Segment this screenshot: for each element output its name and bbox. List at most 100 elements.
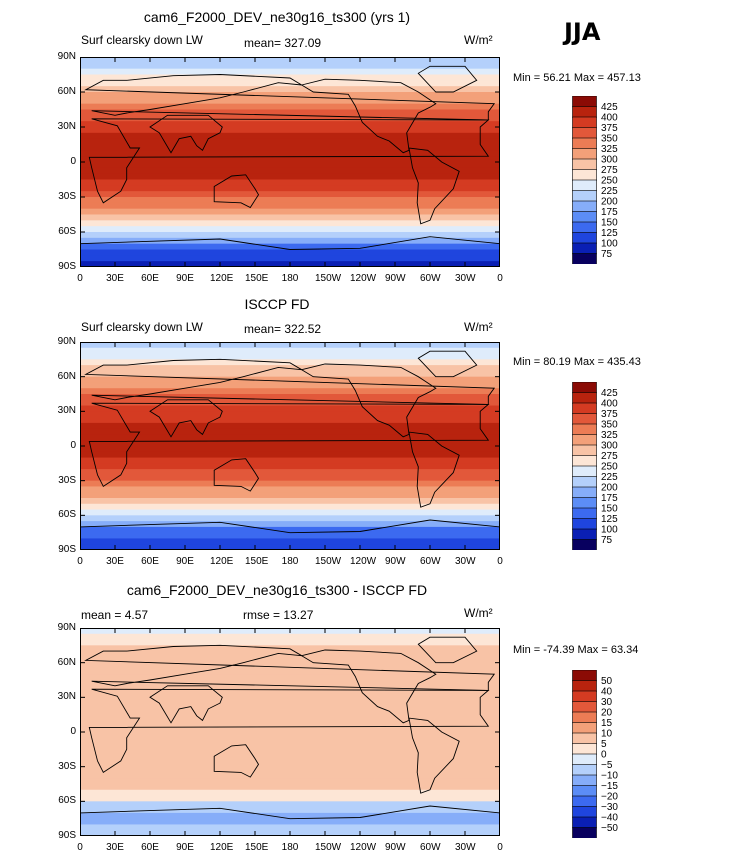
lat-band-cell <box>80 68 500 76</box>
lat-band-cell <box>80 370 500 378</box>
x-tick-label: 90W <box>385 556 406 567</box>
lat-band-cell <box>80 138 500 146</box>
tick-marks <box>80 342 500 550</box>
x-tick-label: 0 <box>77 273 83 284</box>
season-label: JJA <box>564 18 601 46</box>
panel-3-rmse-text: rmse = 13.27 <box>243 608 314 622</box>
x-tick-label: 120W <box>350 273 377 284</box>
colorbar-swatch <box>572 743 597 755</box>
x-tick-label: 30E <box>106 842 124 853</box>
x-tick-label: 150W <box>315 556 342 567</box>
colorbar-swatch <box>572 711 597 724</box>
lat-band-cell <box>80 685 500 693</box>
lat-band-cell <box>80 249 500 256</box>
panel-1-map <box>80 57 500 267</box>
panel-1-title: cam6_F2000_DEV_ne30g16_ts300 (yrs 1) <box>143 9 411 25</box>
lat-band-cell <box>80 226 500 233</box>
panel-2-map <box>80 342 500 550</box>
lat-band-cell <box>80 662 500 670</box>
colorbar-2: 4254003753503253002752502252001751501251… <box>572 382 618 550</box>
panel-2-left-text: Surf clearsky down LW <box>81 320 203 334</box>
lat-band-cell <box>80 538 500 545</box>
lat-band-cell <box>80 150 500 157</box>
colorbar-swatch <box>572 158 597 171</box>
panel-1-units: W/m² <box>464 33 493 47</box>
y-tick-label: 30S <box>58 760 76 772</box>
x-tick-label: 60W <box>420 556 441 567</box>
lat-band-cell <box>80 521 500 528</box>
colorbar-label: 425 <box>601 388 618 399</box>
lat-band-cell <box>80 428 500 436</box>
colorbar-swatch <box>572 455 597 467</box>
lat-band-cell <box>80 463 500 470</box>
lat-band-cell <box>80 691 500 698</box>
colorbar-label: 100 <box>601 525 618 536</box>
colorbar-label: 275 <box>601 165 618 176</box>
colorbar-label: −10 <box>601 771 618 782</box>
y-tick-label: 60S <box>58 795 76 807</box>
coastline <box>213 744 260 778</box>
colorbar-swatch <box>572 253 597 264</box>
x-tick-label: 0 <box>497 273 503 284</box>
colorbar-label: 325 <box>601 144 618 155</box>
colorbar-label: 150 <box>601 218 618 229</box>
colorbar-label: 50 <box>601 676 613 687</box>
colorbar-label: 200 <box>601 483 618 494</box>
colorbar-label: 300 <box>601 155 618 166</box>
coastline <box>88 688 490 774</box>
colorbar-label: 400 <box>601 399 618 410</box>
x-tick-label: 120W <box>350 556 377 567</box>
x-tick-label: 30W <box>455 556 476 567</box>
lat-band-cell <box>80 474 500 482</box>
panel-2-mean-text: mean= 322.52 <box>244 322 322 336</box>
colorbar-swatch <box>572 785 597 797</box>
colorbar-label: 325 <box>601 430 618 441</box>
colorbar-label: 225 <box>601 186 618 197</box>
x-tick-label: 120E <box>210 842 234 853</box>
lat-band-cell <box>80 755 500 762</box>
x-tick-label: 30W <box>455 842 476 853</box>
coastline <box>300 363 437 438</box>
y-tick-label: 30N <box>57 405 76 417</box>
y-tick-label: 30N <box>57 121 76 132</box>
colorbar-swatch <box>572 507 597 520</box>
coastline <box>213 458 260 492</box>
x-tick-label: 60E <box>141 842 159 853</box>
colorbar-label: 30 <box>601 697 613 708</box>
x-tick-label: 90E <box>176 556 194 567</box>
coastline <box>300 78 437 154</box>
lat-band-cell <box>80 388 500 395</box>
y-tick-label: 0 <box>70 726 76 737</box>
lat-band-cell <box>80 179 500 186</box>
lat-band-cell <box>80 62 500 70</box>
latitude-bands <box>80 628 500 836</box>
colorbar-swatch <box>572 670 597 682</box>
colorbar-swatch <box>572 680 597 692</box>
y-tick-label: 0 <box>70 156 76 167</box>
lat-band-cell <box>80 772 500 779</box>
lat-band-cell <box>80 185 500 192</box>
x-tick-label: 30E <box>106 273 124 284</box>
y-tick-label: 30S <box>58 474 76 486</box>
colorbar-label: −5 <box>601 760 613 771</box>
lat-band-cell <box>80 440 500 447</box>
colorbar-swatch <box>572 179 597 192</box>
colorbar-label: 40 <box>601 687 613 698</box>
colorbar-swatch <box>572 753 597 766</box>
colorbar-swatch <box>572 539 597 550</box>
colorbar-swatch <box>572 465 597 478</box>
tick-marks <box>80 57 500 267</box>
lat-band-cell <box>80 697 500 704</box>
lat-band-cell <box>80 417 500 424</box>
lat-band-cell <box>80 714 500 722</box>
colorbar-label: 125 <box>601 514 618 525</box>
coastline <box>80 519 500 550</box>
lat-band-cell <box>80 92 500 99</box>
lat-band-cell <box>80 778 500 785</box>
y-tick-label: 0 <box>70 440 76 451</box>
colorbar-swatch <box>572 221 597 234</box>
panel-3-map <box>80 628 500 836</box>
colorbar-label: 5 <box>601 739 607 750</box>
coastline <box>80 805 500 836</box>
coastline <box>88 118 490 204</box>
